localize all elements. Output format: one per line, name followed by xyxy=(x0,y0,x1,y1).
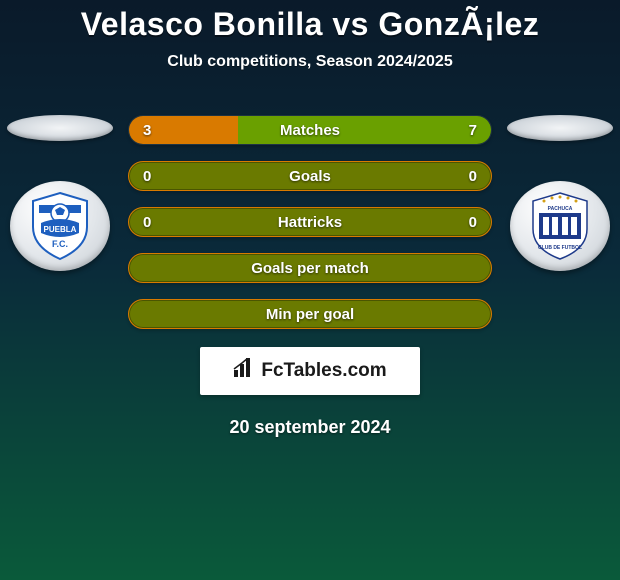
svg-text:PACHUCA: PACHUCA xyxy=(548,206,573,212)
right-side: PACHUCA CLUB DE FUTBOL xyxy=(500,115,620,271)
stat-label: Goals per match xyxy=(129,254,491,282)
club-badge-right: PACHUCA CLUB DE FUTBOL xyxy=(510,181,610,271)
comparison-card: Velasco Bonilla vs GonzÃ¡lez Club compet… xyxy=(0,0,620,580)
player-photo-right xyxy=(507,115,613,141)
stat-value-right: 0 xyxy=(469,208,477,236)
watermark: FcTables.com xyxy=(200,347,420,395)
stat-bar: Hattricks0 0 xyxy=(128,207,492,237)
stat-value-left: 0 xyxy=(143,162,151,190)
chart-bars-icon xyxy=(233,358,255,384)
subtitle: Club competitions, Season 2024/2025 xyxy=(167,53,452,71)
stat-value-right: 0 xyxy=(469,162,477,190)
stat-label: Hattricks xyxy=(129,208,491,236)
fill-right xyxy=(238,116,491,144)
puebla-crest-icon: PUEBLA F.C. xyxy=(29,191,91,261)
club-badge-left: PUEBLA F.C. xyxy=(10,181,110,271)
stat-bar: Matches37 xyxy=(128,115,492,145)
stat-value-left: 0 xyxy=(143,208,151,236)
stat-bar: Min per goal xyxy=(128,299,492,329)
page-title: Velasco Bonilla vs GonzÃ¡lez xyxy=(81,6,540,43)
stat-bar: Goals per match xyxy=(128,253,492,283)
stat-bar: Goals0 0 xyxy=(128,161,492,191)
svg-text:F.C.: F.C. xyxy=(52,239,68,249)
watermark-text: FcTables.com xyxy=(261,360,386,382)
stat-label: Goals xyxy=(129,162,491,190)
date-text: 20 september 2024 xyxy=(229,417,390,438)
pachuca-crest-icon: PACHUCA CLUB DE FUTBOL xyxy=(529,191,591,261)
svg-text:CLUB DE FUTBOL: CLUB DE FUTBOL xyxy=(538,245,582,251)
left-side: PUEBLA F.C. xyxy=(0,115,120,271)
stat-label: Min per goal xyxy=(129,300,491,328)
fill-left xyxy=(129,116,238,144)
main-row: PUEBLA F.C. Matches37Goals00Hattricks00G… xyxy=(0,115,620,329)
svg-text:PUEBLA: PUEBLA xyxy=(44,225,77,234)
player-photo-left xyxy=(7,115,113,141)
stats-column: Matches37Goals00Hattricks00Goals per mat… xyxy=(120,115,500,329)
